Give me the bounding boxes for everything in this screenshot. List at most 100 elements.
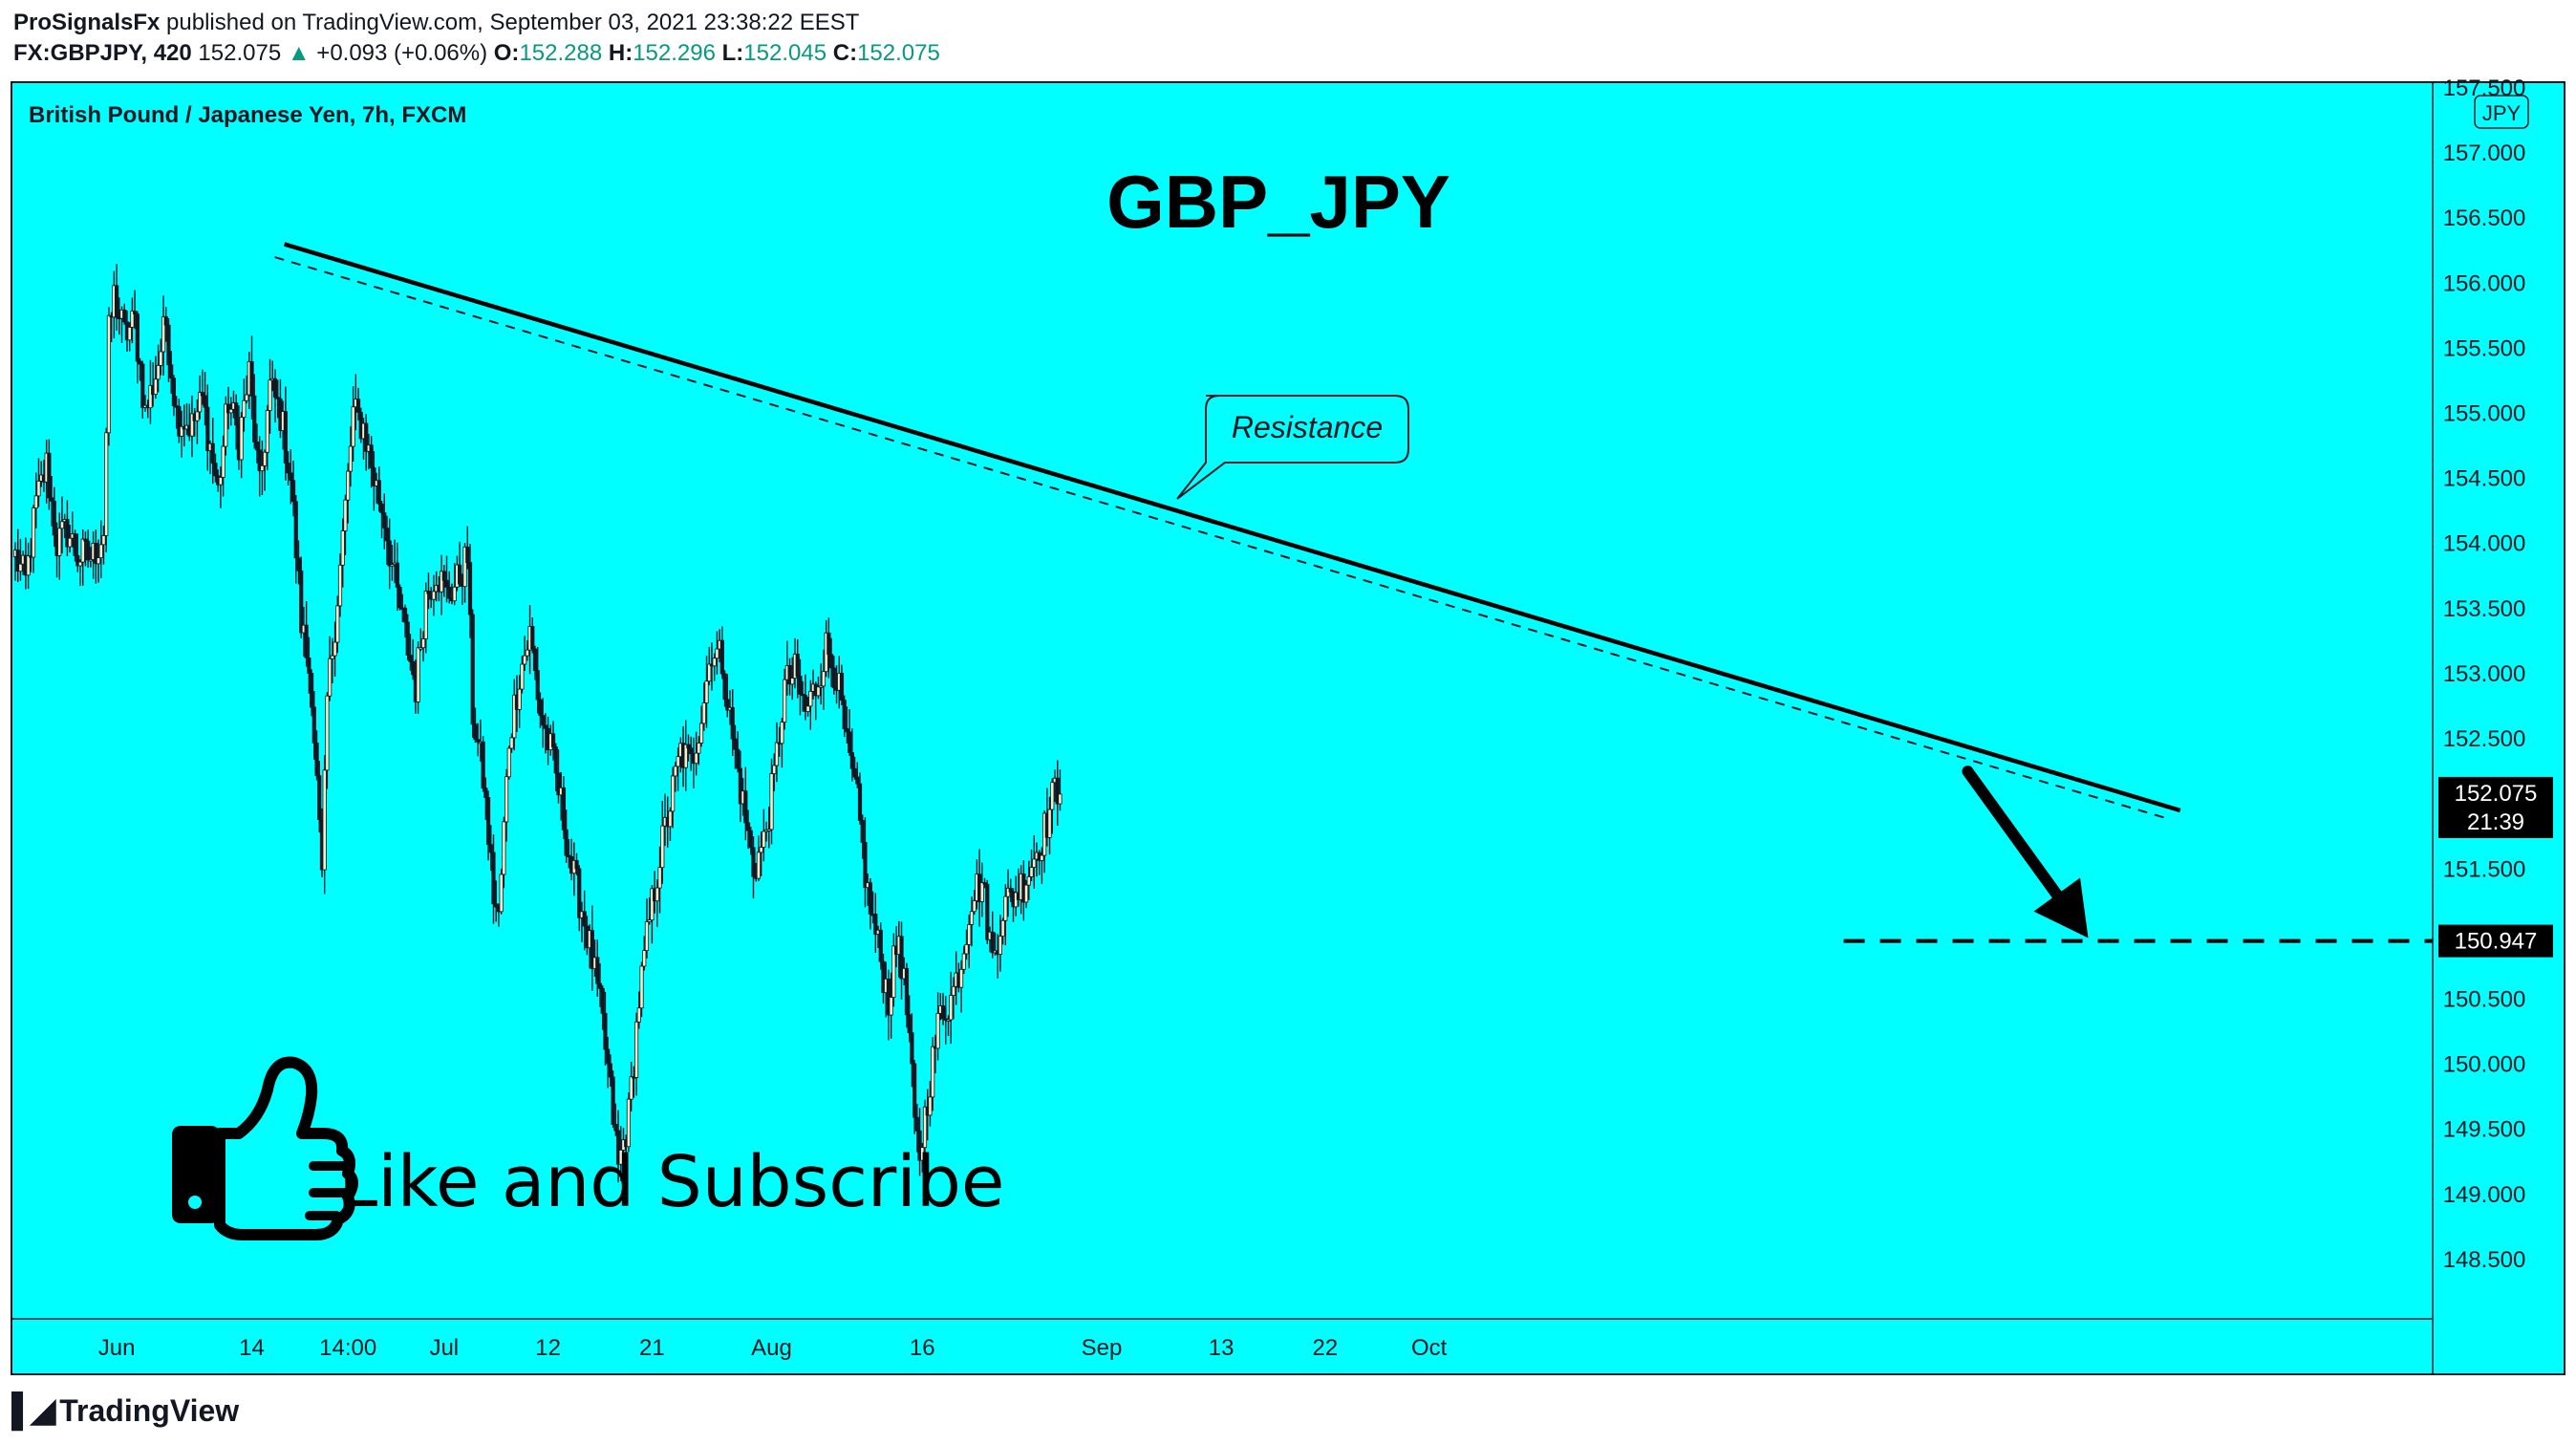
candle [595, 938, 600, 997]
candle [364, 414, 369, 471]
candle [213, 453, 218, 483]
candle [494, 880, 499, 922]
candle [719, 626, 724, 679]
price-tick-label: 155.500 [2443, 335, 2526, 361]
plot-area[interactable] [11, 81, 2565, 1375]
candle [863, 817, 868, 908]
candle [195, 399, 200, 444]
last-price: 152.075 [198, 40, 282, 66]
candle [31, 505, 36, 573]
candle [642, 936, 647, 971]
currency-badge-label: JPY [2482, 101, 2522, 125]
resistance-callout[interactable]: Resistance [1176, 395, 1409, 500]
price-tick-label: 154.500 [2443, 466, 2526, 492]
candle [891, 933, 896, 1007]
tradingview-logo[interactable]: ▌◢ TradingView [11, 1391, 239, 1430]
candle [535, 646, 540, 714]
candle [676, 747, 680, 791]
candle [762, 809, 766, 862]
candle [671, 766, 676, 829]
candle [904, 962, 910, 1028]
candle [816, 676, 821, 700]
chart-title: GBP_JPY [1106, 160, 1450, 244]
candle [307, 636, 311, 694]
candle [159, 338, 163, 376]
candle [402, 604, 408, 638]
high-value: 152.296 [633, 40, 716, 66]
candle [881, 953, 886, 1004]
candle [650, 885, 655, 944]
candle [951, 977, 956, 1020]
candle [920, 1142, 925, 1173]
candle [75, 533, 80, 572]
candle [564, 809, 569, 863]
candle [972, 890, 977, 916]
candle [990, 911, 995, 959]
candle [1003, 884, 1008, 946]
price-tick-label: 153.000 [2443, 661, 2526, 687]
candle [660, 800, 665, 884]
candle [733, 724, 738, 769]
last-price-tag-value: 152.075 [2455, 781, 2538, 807]
candle [928, 1080, 933, 1127]
candle [473, 707, 478, 744]
down-arrow-icon [1962, 766, 2089, 938]
candle [88, 547, 93, 568]
currency-badge[interactable]: JPY [2474, 95, 2529, 129]
price-tick-label: 156.500 [2443, 205, 2526, 231]
candle [36, 458, 41, 507]
candle [808, 679, 813, 730]
price-tick-label: 149.500 [2443, 1117, 2526, 1143]
publish-info: ProSignalsFx published on TradingView.co… [13, 10, 859, 36]
candle [293, 495, 298, 584]
close-value: 152.075 [857, 40, 940, 66]
candle [127, 322, 132, 352]
candle [481, 736, 485, 792]
candle [343, 494, 348, 555]
price-tick-label: 149.000 [2443, 1182, 2526, 1208]
target-price-tag-value: 150.947 [2455, 929, 2538, 955]
candle [712, 653, 717, 681]
resistance-trendline[interactable] [283, 242, 2181, 813]
resistance-label: Resistance [1232, 410, 1383, 444]
time-tick-label: 14:00 [319, 1335, 376, 1361]
candle [153, 356, 158, 399]
candle [96, 539, 101, 583]
candle [114, 264, 119, 332]
candle [420, 631, 426, 662]
candle [252, 374, 257, 449]
candle [639, 961, 644, 1018]
candle [106, 307, 112, 446]
candle [935, 992, 940, 1061]
candle [348, 426, 353, 487]
publisher-name: ProSignalsFx [13, 10, 161, 35]
candle [470, 609, 475, 738]
candle [1040, 847, 1044, 884]
candle [517, 675, 522, 728]
candle [26, 542, 31, 590]
candle [254, 423, 260, 464]
candle [447, 571, 452, 604]
resistance-dashed-line[interactable] [274, 256, 2172, 821]
candle [452, 563, 457, 606]
candle [603, 991, 608, 1066]
candle [606, 1036, 611, 1089]
candle [423, 582, 428, 654]
candle [225, 386, 231, 430]
candle [855, 762, 860, 788]
time-tick-label: 21 [639, 1335, 665, 1361]
candle [657, 846, 662, 914]
tradingview-logo-icon: ▌◢ [11, 1392, 55, 1429]
candle [1000, 917, 1005, 945]
candle [525, 640, 529, 661]
candle [504, 768, 509, 842]
like-subscribe[interactable]: Like and Subscribe [172, 1056, 1004, 1240]
candle [912, 1060, 917, 1134]
candle [73, 529, 77, 562]
candle [1023, 879, 1029, 909]
candle [33, 472, 38, 528]
candle [766, 807, 771, 849]
candle [346, 463, 351, 524]
